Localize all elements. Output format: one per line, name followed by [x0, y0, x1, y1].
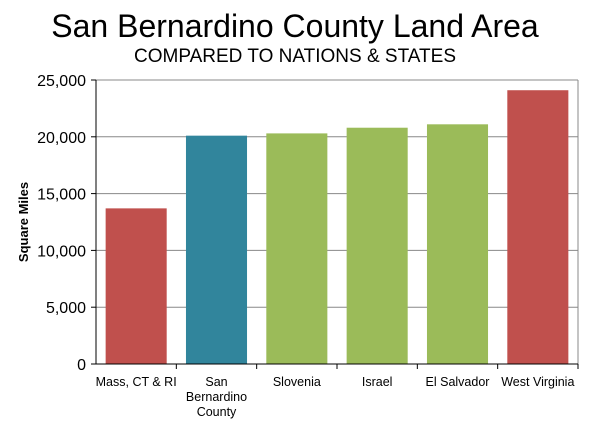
bar — [185, 135, 248, 364]
y-tick-label: 25,000 — [37, 73, 86, 90]
x-tick-label: Bernardino — [186, 390, 247, 404]
bar — [266, 133, 328, 364]
bars — [105, 90, 569, 364]
x-tick-label: San — [205, 375, 227, 389]
y-tick-label: 20,000 — [37, 130, 86, 147]
x-tick-label: El Salvador — [426, 375, 490, 389]
bar — [105, 208, 167, 364]
x-tick-label: County — [197, 405, 237, 419]
y-axis-label: Square Miles — [16, 182, 31, 262]
labels: 0 5,000 10,000 15,000 20,000 25,000 Mass, CT &… — [16, 73, 574, 419]
y-tick-label: 0 — [77, 357, 86, 374]
y-tick-label: 15,000 — [37, 187, 86, 204]
bar — [346, 127, 408, 364]
gridlines — [96, 79, 578, 308]
y-tick-label: 5,000 — [46, 300, 86, 317]
chart-subtitle: COMPARED TO NATIONS & STATES — [134, 46, 456, 67]
chart-title: San Bernardino County Land Area — [51, 8, 539, 44]
axes — [91, 79, 579, 369]
bar — [507, 90, 569, 364]
x-tick-label: Slovenia — [273, 375, 321, 389]
x-tick-label: Mass, CT & RI — [96, 375, 177, 389]
x-tick-label: Israel — [362, 375, 393, 389]
bar — [426, 124, 489, 364]
y-tick-label: 10,000 — [37, 243, 86, 260]
x-tick-label: West Virginia — [501, 375, 574, 389]
